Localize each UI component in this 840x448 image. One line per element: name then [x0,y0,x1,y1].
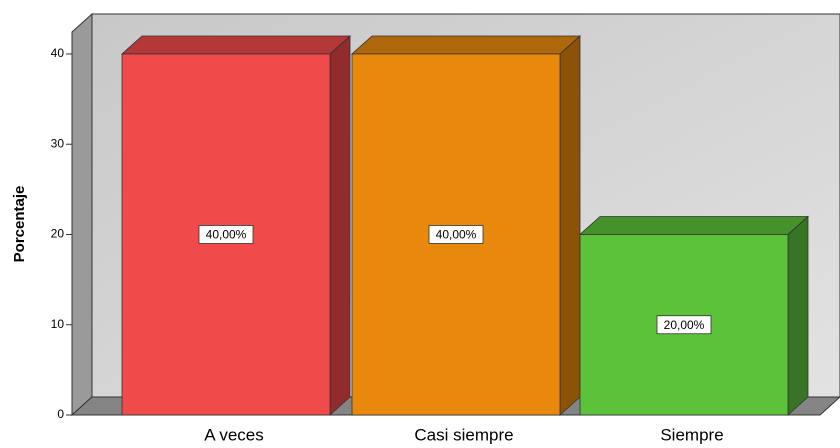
x-tick-label: Siempre [660,425,723,444]
bar-side [329,35,351,416]
y-tick-label: 0 [57,407,64,421]
bar-side [559,35,581,416]
y-axis-label: Porcentaje [11,186,28,263]
value-label-box [198,225,254,244]
x-tick-label: A veces [204,425,264,444]
value-label: 40,00% [436,228,477,242]
value-label: 20,00% [664,318,705,332]
x-tick-label: Casi siempre [414,425,513,444]
value-label-box [428,225,484,244]
y-tick-label: 10 [51,317,65,331]
bar-side [787,215,809,416]
bar-top [578,216,810,235]
value-label-box [656,315,712,335]
y-tick-label: 40 [51,46,65,60]
bar-top [120,35,352,55]
bar-top [350,35,582,55]
side-wall [71,12,93,417]
y-tick-label: 20 [51,227,65,241]
y-tick-label: 30 [51,136,65,150]
value-label: 40,00% [206,228,247,242]
